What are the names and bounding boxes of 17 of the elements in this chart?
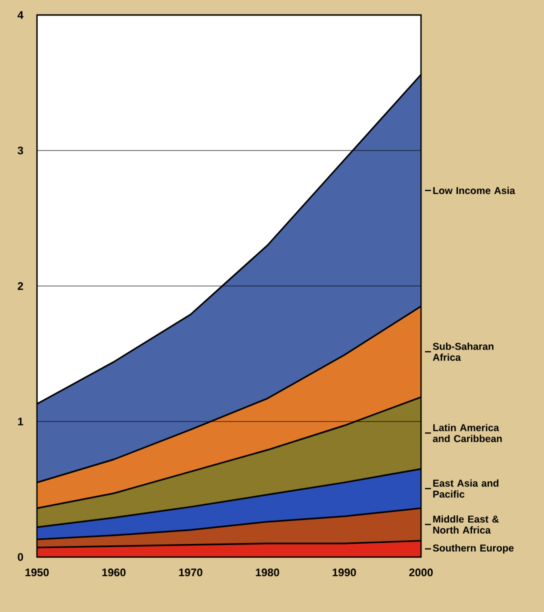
x-tick-label: 1970 — [179, 568, 202, 576]
x-tick-label: 2000 — [409, 568, 433, 576]
x-tick-label: 1960 — [102, 568, 126, 576]
legend-label: Southern Europe — [432, 544, 514, 554]
legend-label: Low Income Asia — [433, 186, 516, 194]
y-tick-label: 0 — [18, 553, 24, 561]
x-tick-label: 1980 — [256, 568, 280, 576]
legend-label: Middle East & North Africa — [433, 515, 499, 534]
y-tick-label: 1 — [18, 418, 24, 426]
x-tick-label: 1950 — [25, 568, 49, 576]
legend-label: Sub-Saharan Africa — [432, 342, 494, 361]
legend-label: Latin America and Caribbean — [432, 424, 502, 442]
x-tick-label: 1990 — [332, 568, 356, 576]
y-tick-label: 3 — [18, 146, 24, 154]
legend-label: East Asia and Pacific — [433, 479, 498, 498]
y-tick-label: 2 — [18, 282, 24, 290]
y-tick-label: 4 — [18, 11, 24, 19]
